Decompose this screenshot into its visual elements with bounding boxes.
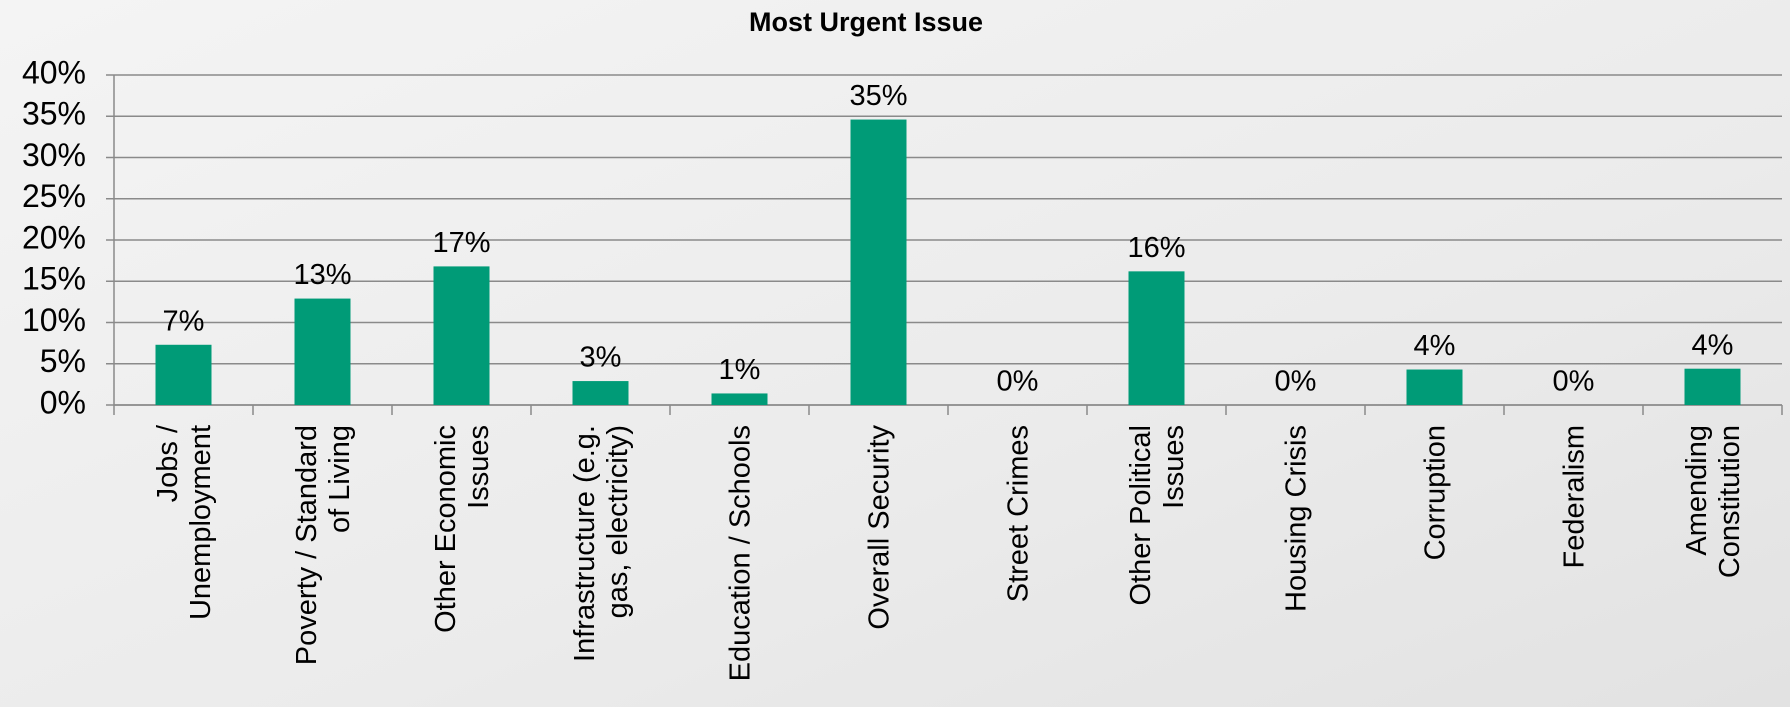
value-label: 4% <box>1414 330 1456 362</box>
bar <box>572 381 629 405</box>
x-tick-label: Other PoliticalIssues <box>1125 425 1190 606</box>
value-label: 0% <box>1553 366 1595 398</box>
y-tick-label: 15% <box>22 261 86 297</box>
x-tick-label: Federalism <box>1559 425 1591 568</box>
bar <box>1128 271 1185 405</box>
x-tick-label: Street Crimes <box>1003 425 1035 602</box>
value-label: 7% <box>163 305 205 337</box>
x-tick-label: Overall Security <box>864 425 896 630</box>
y-tick-label: 30% <box>22 137 86 173</box>
y-tick-label: 25% <box>22 178 86 214</box>
bar <box>433 266 490 405</box>
x-tick-label: Education / Schools <box>725 425 757 681</box>
value-label: 0% <box>997 366 1039 398</box>
value-label: 1% <box>719 354 761 386</box>
value-label: 16% <box>1127 232 1185 264</box>
x-tick-label: Poverty / Standardof Living <box>291 425 356 665</box>
bar <box>1684 368 1741 405</box>
x-tick-label: Jobs /Unemployment <box>152 424 217 620</box>
bar <box>711 393 768 405</box>
value-label: 13% <box>293 259 351 291</box>
bar <box>155 344 212 405</box>
y-tick-label: 40% <box>22 54 86 90</box>
bar <box>1406 369 1463 405</box>
value-label: 35% <box>849 80 907 112</box>
bar <box>294 298 351 405</box>
x-tick-label: Infrastructure (e.g.gas, electricity) <box>569 425 634 662</box>
x-tick-label: Housing Crisis <box>1281 425 1313 612</box>
y-tick-label: 10% <box>22 302 86 338</box>
x-tick-label: Corruption <box>1420 425 1452 560</box>
x-tick-label: AmendingConstitution <box>1681 425 1746 578</box>
value-label: 0% <box>1275 366 1317 398</box>
y-tick-label: 5% <box>40 343 86 379</box>
value-label: 17% <box>432 227 490 259</box>
value-label: 3% <box>580 342 622 374</box>
chart-title: Most Urgent Issue <box>749 7 983 37</box>
y-tick-label: 0% <box>40 384 86 420</box>
bar <box>850 119 907 406</box>
x-tick-label: Other EconomicIssues <box>430 425 495 633</box>
y-tick-label: 35% <box>22 96 86 132</box>
value-label: 4% <box>1692 329 1734 361</box>
y-tick-label: 20% <box>22 219 86 255</box>
